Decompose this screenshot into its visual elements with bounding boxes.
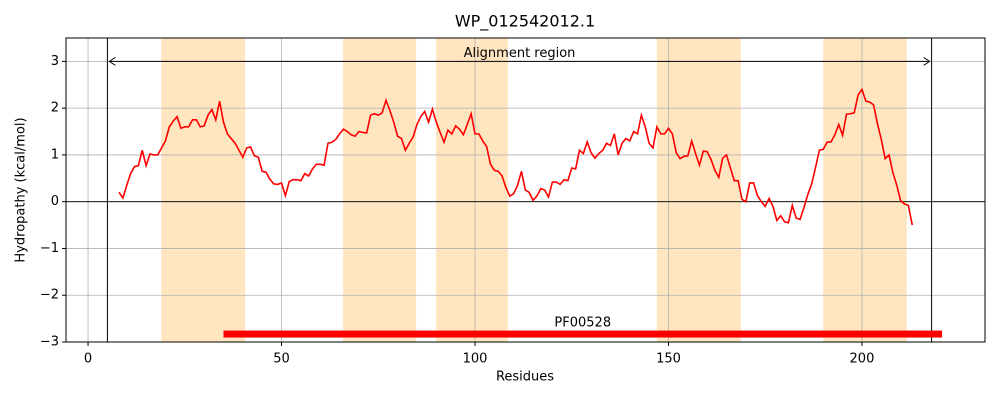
domain-bar [223,330,943,338]
x-axis-label: Residues [496,370,554,385]
highlight-region [161,38,246,342]
highlight-region [435,38,508,342]
chart-title: WP_012542012.1 [455,12,595,32]
y-tick-label: 2 [51,101,59,116]
x-tick-label: 100 [463,352,488,367]
annotation: Alignment region [464,46,576,61]
plot-frame [65,37,986,343]
y-axis-label: Hydropathy (kcal/mol) [14,117,29,262]
hydropathy-line [118,87,914,226]
highlight-region [823,38,907,342]
arrow-head [923,56,931,66]
y-tick-label: −2 [40,288,59,303]
y-tick-label: 1 [51,147,59,162]
x-tick-label: 50 [273,352,290,367]
x-tick-label: 150 [656,352,681,367]
y-tick-label: −1 [40,241,59,256]
x-tick-label: 0 [84,352,92,367]
highlight-region [656,38,741,342]
arrow-head [108,56,116,66]
x-tick-label: 200 [850,352,875,367]
domain-label: PF00528 [554,316,611,331]
highlight-region [343,38,417,342]
y-tick-label: 0 [51,194,59,209]
y-tick-label: 3 [51,54,59,69]
y-tick-label: −3 [40,335,59,350]
